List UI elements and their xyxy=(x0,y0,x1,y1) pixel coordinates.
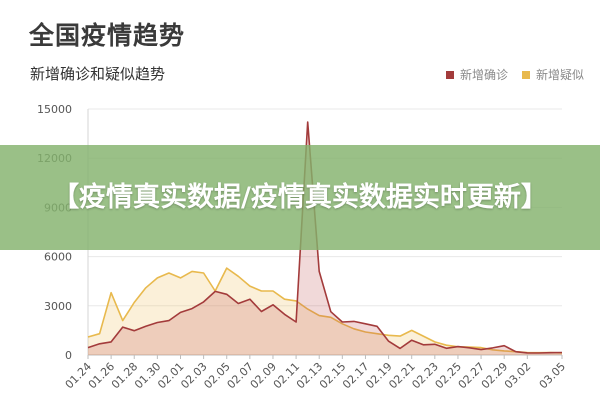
legend-label-suspected: 新增疑似 xyxy=(535,68,584,82)
legend-item-confirmed[interactable]: 新增确诊 xyxy=(445,66,508,83)
series-line-suspected xyxy=(87,267,563,354)
y-tick-label: 6000 xyxy=(44,251,72,264)
x-tick-label: 03.02 xyxy=(502,360,533,391)
banner-text: 【疫情真实数据/疫情真实数据实时更新】 xyxy=(52,181,548,213)
legend-label-confirmed: 新增确诊 xyxy=(459,68,508,82)
overlay-banner: 【疫情真实数据/疫情真实数据实时更新】 xyxy=(0,145,600,250)
x-tick-label: 03.05 xyxy=(537,360,568,391)
legend-item-suspected[interactable]: 新增疑似 xyxy=(521,66,584,83)
series-line-confirmed xyxy=(87,121,563,354)
series-area-confirmed xyxy=(88,122,562,355)
y-tick-label: 0 xyxy=(65,349,72,362)
y-tick-label: 15000 xyxy=(37,103,72,116)
chart-legend: 新增确诊 新增疑似 xyxy=(445,66,584,83)
page-title: 全国疫情趋势 xyxy=(29,21,186,50)
legend-swatch-suspected xyxy=(521,70,530,79)
y-tick-label: 3000 xyxy=(44,300,72,313)
series-area-suspected xyxy=(88,268,562,355)
legend-swatch-confirmed xyxy=(445,70,454,79)
chart-title: 新增确诊和疑似趋势 xyxy=(30,65,166,83)
